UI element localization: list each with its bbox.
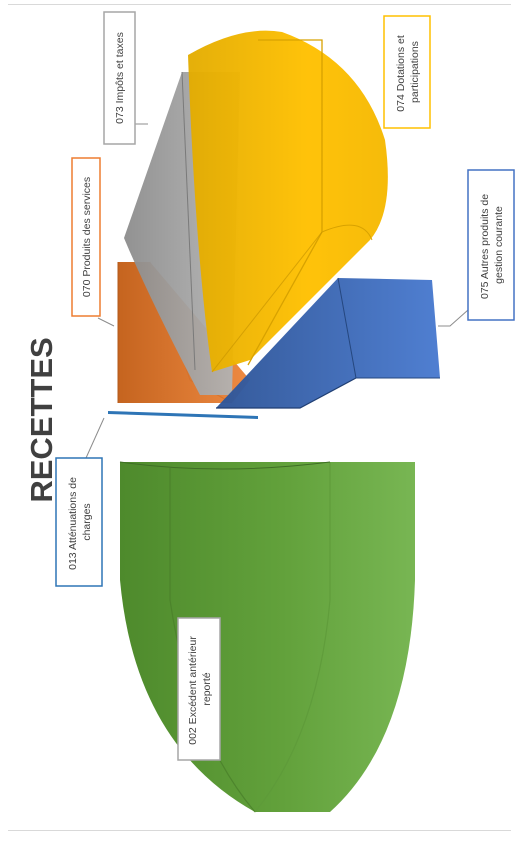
callout-002: 002 Excédent antérieur reporté — [177, 617, 221, 761]
callout-013: 013 Atténuations de charges — [55, 457, 103, 587]
callout-073: 073 Impôts et taxes — [103, 11, 136, 145]
callout-075: 075 Autres produits de gestion courante — [467, 169, 515, 321]
top-border-line — [8, 4, 511, 5]
label-075: 075 Autres produits de gestion courante — [479, 191, 505, 299]
leader-075 — [438, 309, 469, 327]
label-002: 002 Excédent antérieur reporté — [187, 633, 213, 745]
bottom-border-line — [8, 830, 511, 831]
callout-074: 074 Dotations et participations — [383, 15, 431, 129]
slice-013-attenuations — [108, 411, 258, 419]
label-070: 070 Produits des services — [81, 177, 93, 297]
chart-title: RECETTES — [24, 337, 59, 502]
leader-070 — [97, 317, 115, 327]
slice-074-dotations — [188, 30, 388, 373]
slice-075-autres-produits — [216, 277, 440, 409]
callout-070: 070 Produits des services — [71, 157, 101, 317]
label-073: 073 Impôts et taxes — [114, 32, 126, 124]
label-074: 074 Dotations et participations — [395, 32, 421, 111]
slice-002-excedent — [119, 461, 415, 813]
leader-013 — [85, 417, 105, 459]
label-013: 013 Atténuations de charges — [67, 474, 93, 570]
